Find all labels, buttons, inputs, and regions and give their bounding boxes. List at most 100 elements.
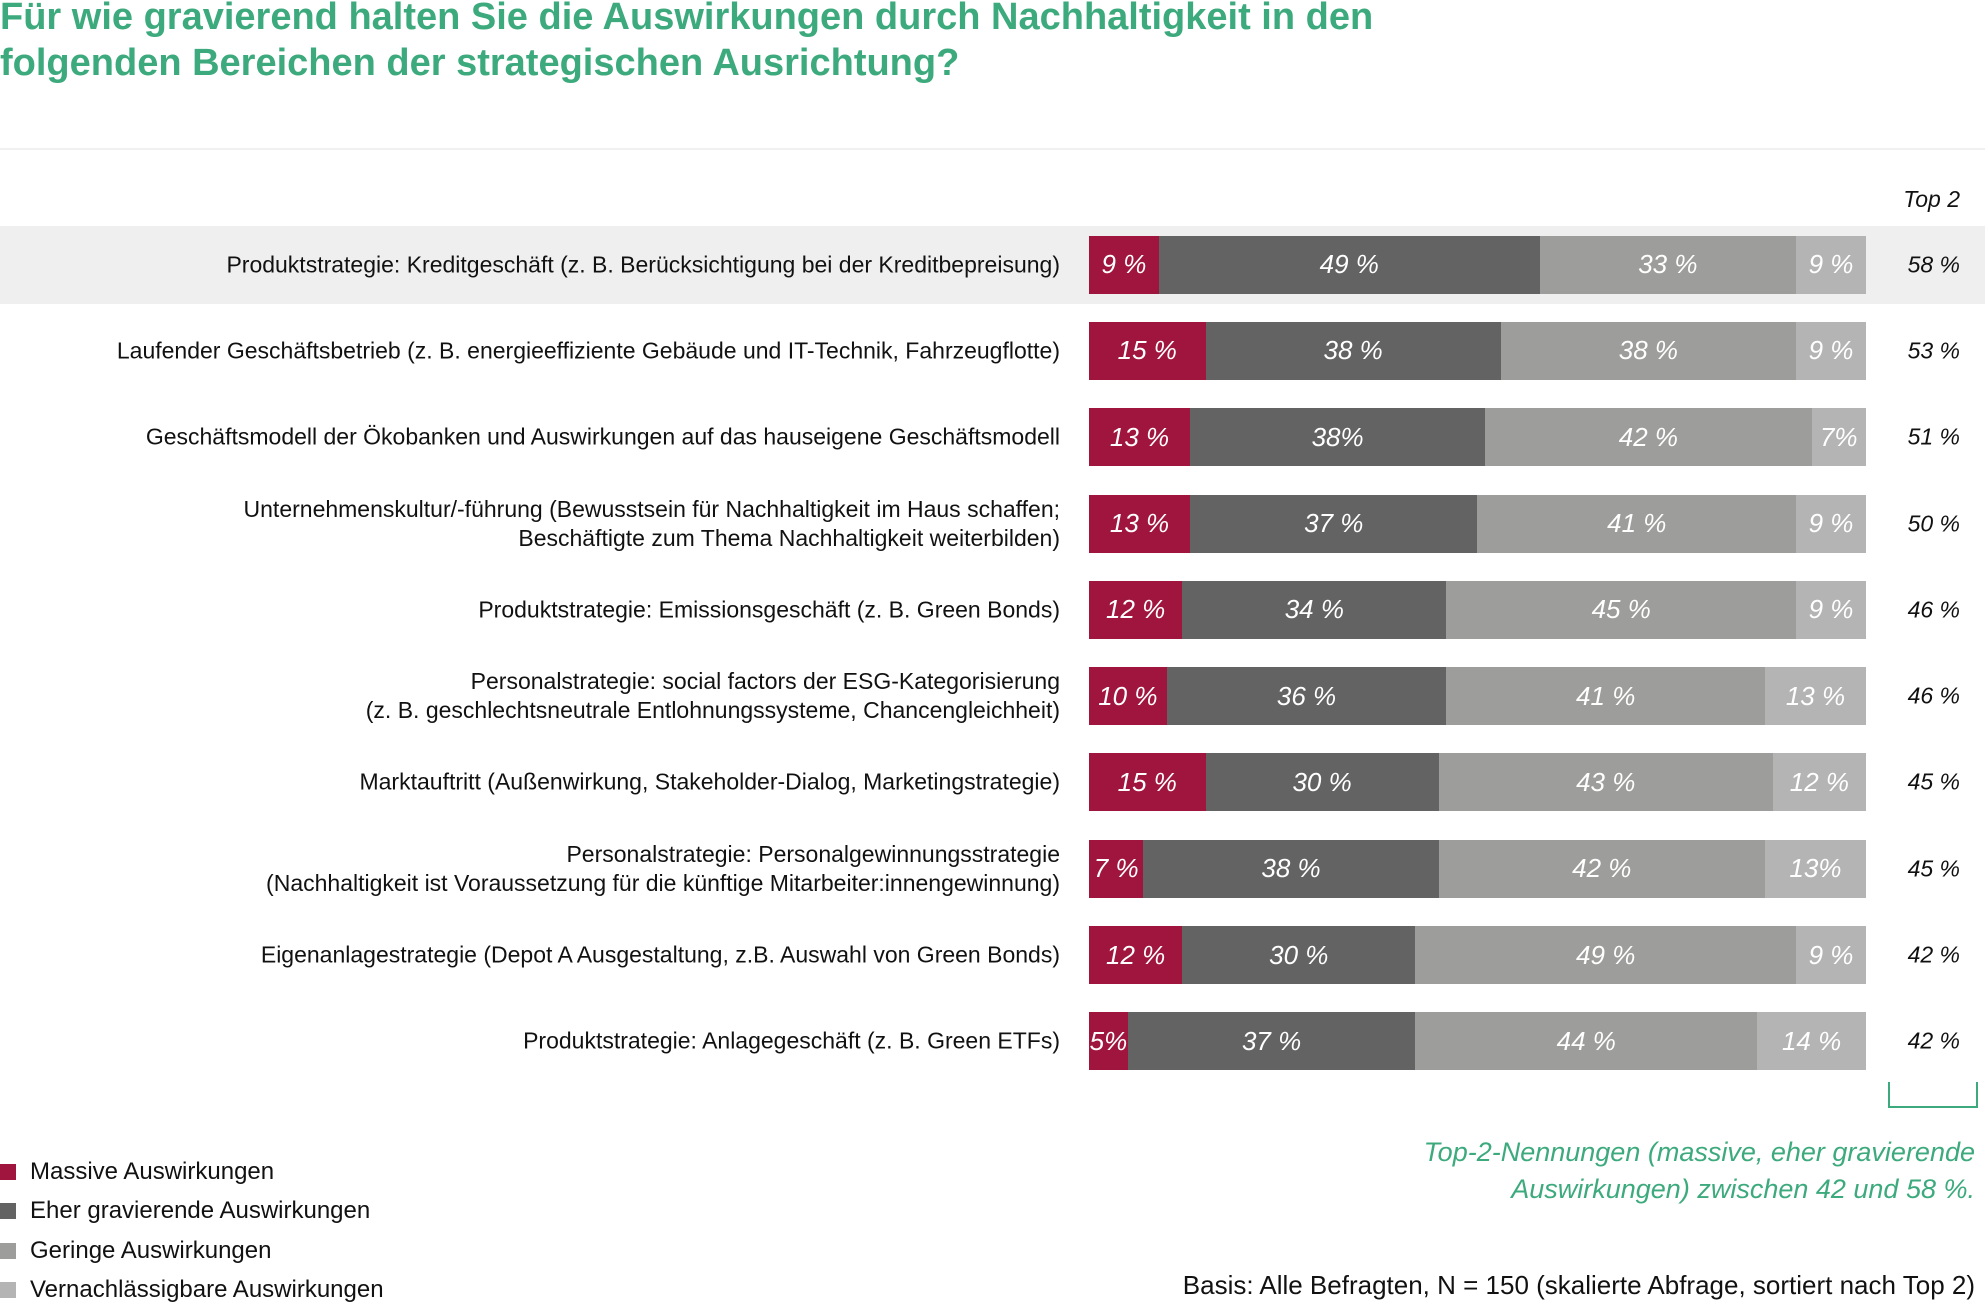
legend-label: Geringe Auswirkungen [30, 1237, 271, 1265]
top2-value: 50 % [1908, 510, 1960, 537]
bar-segment: 38 % [1206, 322, 1501, 380]
row-label-line: Laufender Geschäftsbetrieb (z. B. energi… [117, 337, 1060, 363]
stacked-bar: 7 %38 %42 %13% [1089, 840, 1866, 898]
bar-segment: 34 % [1182, 581, 1446, 639]
row-label-line: Eigenanlagestrategie (Depot A Ausgestalt… [261, 942, 1060, 968]
bar-segment: 38% [1190, 408, 1485, 466]
stacked-bar: 13 %37 %41 %9 % [1089, 495, 1866, 553]
bar-segment: 9 % [1796, 926, 1866, 984]
bar-segment: 7% [1812, 408, 1866, 466]
legend-swatch [0, 1243, 16, 1259]
bar-segment: 14 % [1757, 1012, 1866, 1070]
bar-segment: 9 % [1796, 495, 1866, 553]
stacked-bar: 10 %36 %41 %13 % [1089, 667, 1866, 725]
stacked-bar: 12 %34 %45 %9 % [1089, 581, 1866, 639]
bar-segment: 9 % [1796, 322, 1866, 380]
top2-note: Top-2-Nennungen (massive, eher gravieren… [1424, 1134, 1975, 1208]
row-label-line: (z. B. geschlechtsneutrale Entlohnungssy… [366, 697, 1060, 723]
row-label: Eigenanlagestrategie (Depot A Ausgestalt… [261, 941, 1060, 970]
row-label: Produktstrategie: Kreditgeschäft (z. B. … [226, 250, 1060, 279]
stacked-bar: 15 %30 %43 %12 % [1089, 753, 1866, 811]
stacked-bar: 13 %38%42 %7% [1089, 408, 1866, 466]
row-label: Produktstrategie: Anlagegeschäft (z. B. … [523, 1027, 1060, 1056]
legend-item: Vernachlässigbare Auswirkungen [0, 1271, 384, 1310]
title-line-1: Für wie gravierend halten Sie die Auswir… [0, 0, 1373, 38]
bar-segment: 49 % [1159, 236, 1540, 294]
legend-swatch [0, 1203, 16, 1219]
bar-segment: 15 % [1089, 322, 1206, 380]
bar-segment: 37 % [1128, 1012, 1415, 1070]
bar-segment: 45 % [1446, 581, 1796, 639]
top2-header: Top 2 [1903, 186, 1960, 213]
row-label-line: Produktstrategie: Kreditgeschäft (z. B. … [226, 251, 1060, 277]
bar-segment: 33 % [1540, 236, 1796, 294]
top2-value: 46 % [1908, 596, 1960, 623]
row-label: Personalstrategie: Personalgewinnungsstr… [266, 840, 1060, 898]
bar-segment: 41 % [1477, 495, 1796, 553]
legend-item: Geringe Auswirkungen [0, 1231, 384, 1271]
top2-value: 45 % [1908, 855, 1960, 882]
bar-segment: 38 % [1501, 322, 1796, 380]
top2-value: 42 % [1908, 942, 1960, 969]
row-label-line: (Nachhaltigkeit ist Voraussetzung für di… [266, 870, 1060, 896]
bar-segment: 9 % [1089, 236, 1159, 294]
top2-value: 45 % [1908, 769, 1960, 796]
row-label: Produktstrategie: Emissionsgeschäft (z. … [478, 595, 1060, 624]
note-line-1: Top-2-Nennungen (massive, eher gravieren… [1424, 1137, 1975, 1167]
stacked-bar: 15 %38 %38 %9 % [1089, 322, 1866, 380]
top2-value: 53 % [1908, 337, 1960, 364]
top2-value: 51 % [1908, 424, 1960, 451]
row-label: Geschäftsmodell der Ökobanken und Auswir… [146, 423, 1060, 452]
top2-value: 58 % [1908, 251, 1960, 278]
bar-segment: 13 % [1765, 667, 1866, 725]
row-label-line: Marktauftritt (Außenwirkung, Stakeholder… [359, 769, 1060, 795]
row-label-line: Personalstrategie: Personalgewinnungsstr… [566, 841, 1060, 867]
legend-swatch [0, 1164, 16, 1180]
bar-segment: 37 % [1190, 495, 1477, 553]
bar-segment: 36 % [1167, 667, 1447, 725]
row-label-line: Unternehmenskultur/-führung (Bewusstsein… [244, 496, 1060, 522]
top2-value: 46 % [1908, 683, 1960, 710]
top2-value: 42 % [1908, 1028, 1960, 1055]
row-label-line: Geschäftsmodell der Ökobanken und Auswir… [146, 424, 1060, 450]
bar-segment: 13% [1765, 840, 1866, 898]
legend-item: Eher gravierende Auswirkungen [0, 1192, 384, 1232]
bar-segment: 7 % [1089, 840, 1143, 898]
bar-segment: 9 % [1796, 581, 1866, 639]
chart-title: Für wie gravierend halten Sie die Auswir… [0, 0, 1373, 86]
bar-segment: 41 % [1446, 667, 1765, 725]
top2-bracket [1888, 1082, 1978, 1108]
bar-segment: 15 % [1089, 753, 1206, 811]
bar-segment: 13 % [1089, 408, 1190, 466]
stacked-bar: 9 %49 %33 %9 % [1089, 236, 1866, 294]
bar-segment: 38 % [1143, 840, 1438, 898]
bar-segment: 12 % [1089, 581, 1182, 639]
bar-segment: 12 % [1773, 753, 1866, 811]
row-label: Marktauftritt (Außenwirkung, Stakeholder… [359, 768, 1060, 797]
bar-segment: 10 % [1089, 667, 1167, 725]
legend-item: Massive Auswirkungen [0, 1152, 384, 1192]
bar-segment: 12 % [1089, 926, 1182, 984]
bar-segment: 30 % [1206, 753, 1439, 811]
bar-segment: 42 % [1485, 408, 1811, 466]
row-label-line: Beschäftigte zum Thema Nachhaltigkeit we… [518, 525, 1060, 551]
bar-segment: 5% [1089, 1012, 1128, 1070]
bar-segment: 30 % [1182, 926, 1415, 984]
stacked-bar: 12 %30 %49 %9 % [1089, 926, 1866, 984]
title-line-2: folgenden Bereichen der strategischen Au… [0, 42, 959, 84]
bar-segment: 49 % [1415, 926, 1796, 984]
row-label: Personalstrategie: social factors der ES… [366, 667, 1060, 725]
note-line-2: Auswirkungen) zwischen 42 und 58 %. [1511, 1174, 1975, 1204]
row-label-line: Personalstrategie: social factors der ES… [471, 668, 1060, 694]
bar-segment: 9 % [1796, 236, 1866, 294]
row-label: Unternehmenskultur/-führung (Bewusstsein… [244, 495, 1060, 553]
row-label-line: Produktstrategie: Emissionsgeschäft (z. … [478, 596, 1060, 622]
bar-segment: 44 % [1415, 1012, 1757, 1070]
bar-segment: 43 % [1439, 753, 1773, 811]
bar-segment: 42 % [1439, 840, 1765, 898]
legend-swatch [0, 1282, 16, 1298]
basis-note: Basis: Alle Befragten, N = 150 (skaliert… [1183, 1270, 1975, 1301]
divider [0, 148, 1985, 150]
row-label-line: Produktstrategie: Anlagegeschäft (z. B. … [523, 1028, 1060, 1054]
